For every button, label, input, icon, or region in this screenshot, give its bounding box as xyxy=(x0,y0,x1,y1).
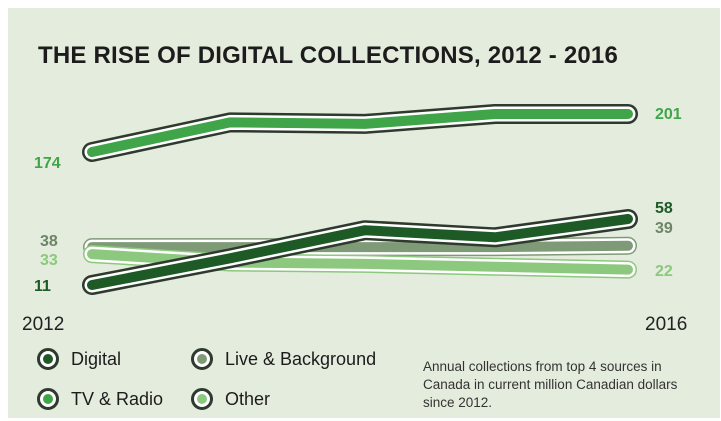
series-line-digital xyxy=(87,214,633,290)
value-label-live-background-start: 38 xyxy=(40,233,58,250)
value-label-live-background-end: 39 xyxy=(655,220,673,237)
value-label-other-end: 22 xyxy=(655,263,673,280)
x-tick-2016: 2016 xyxy=(645,314,688,335)
legend-label-other: Other xyxy=(225,388,271,409)
chart-title: THE RISE OF DIGITAL COLLECTIONS, 2012 - … xyxy=(38,42,619,69)
legend-swatch-digital xyxy=(37,348,59,370)
x-tick-2012: 2012 xyxy=(22,314,65,335)
legend-label-live-background: Live & Background xyxy=(225,348,377,369)
legend-item-tv-radio: TV & Radio xyxy=(37,388,163,410)
legend-swatch-live-background xyxy=(191,348,213,370)
series-layer xyxy=(82,104,638,295)
value-label-digital-end: 58 xyxy=(655,200,673,217)
value-labels: 174 201 38 39 33 22 11 58 xyxy=(34,106,682,295)
value-label-tv-radio-end: 201 xyxy=(655,106,682,123)
value-label-digital-start: 11 xyxy=(34,278,51,295)
legend-label-digital: Digital xyxy=(71,348,122,369)
series-live-background xyxy=(83,236,637,257)
legend-swatch-other xyxy=(191,388,213,410)
legend-item-live-background: Live & Background xyxy=(191,348,376,370)
legend-item-digital: Digital xyxy=(37,348,121,370)
series-digital xyxy=(82,209,638,295)
value-label-tv-radio-start: 174 xyxy=(34,155,61,172)
legend-label-tv-radio: TV & Radio xyxy=(71,388,164,409)
value-label-other-start: 33 xyxy=(40,252,58,269)
series-line-tv-radio xyxy=(87,109,633,157)
chart-note: Annual collections from top 4 sources in… xyxy=(423,359,678,410)
series-tv-radio xyxy=(82,104,638,162)
legend-swatch-tv-radio xyxy=(37,388,59,410)
legend-item-other: Other xyxy=(191,388,270,410)
series-line-live-background xyxy=(87,240,633,253)
